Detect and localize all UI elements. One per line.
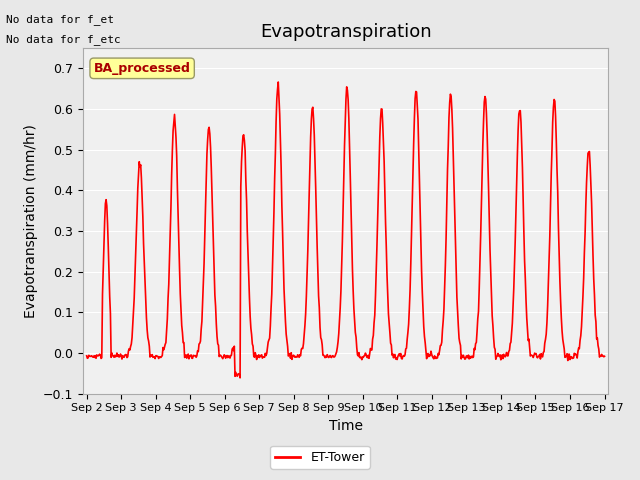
X-axis label: Time: Time: [328, 419, 363, 433]
Y-axis label: Evapotranspiration (mm/hr): Evapotranspiration (mm/hr): [24, 124, 38, 318]
Text: No data for f_et: No data for f_et: [6, 14, 115, 25]
Text: No data for f_etc: No data for f_etc: [6, 34, 121, 45]
Legend: ET-Tower: ET-Tower: [270, 446, 370, 469]
Text: BA_processed: BA_processed: [93, 62, 191, 75]
Title: Evapotranspiration: Evapotranspiration: [260, 23, 431, 41]
